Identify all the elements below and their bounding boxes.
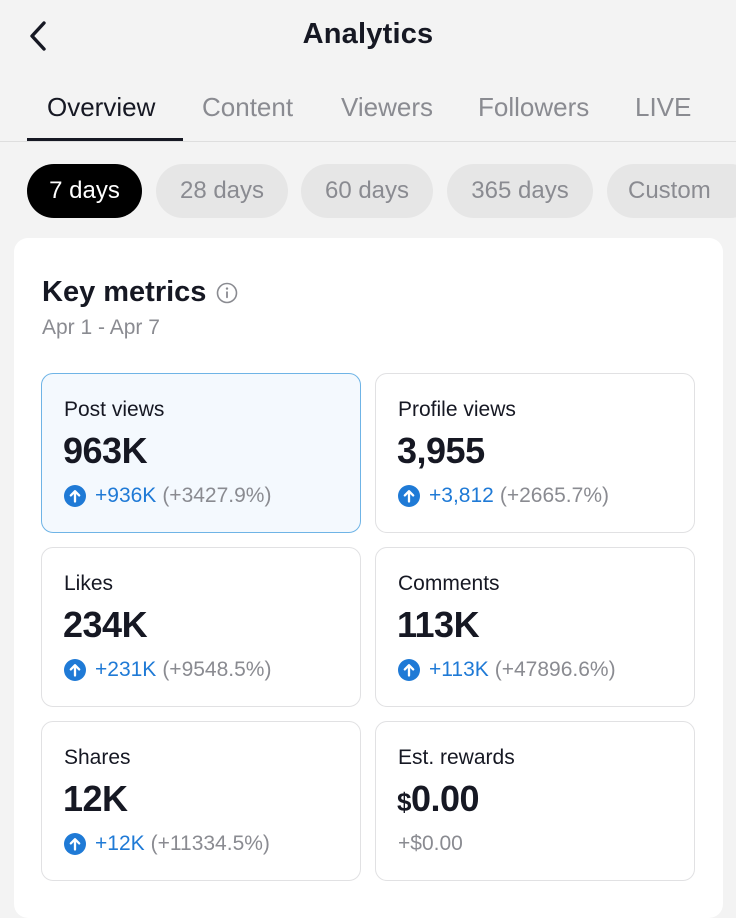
- info-icon[interactable]: [216, 282, 238, 304]
- active-tab-indicator: [27, 138, 183, 141]
- key-metrics-heading: Key metrics: [42, 276, 238, 309]
- metric-label: Est. rewards: [398, 746, 515, 769]
- metric-change: +$0.00: [398, 832, 463, 855]
- date-range: Apr 1 - Apr 7: [42, 316, 160, 339]
- metric-delta: +936K: [95, 484, 157, 507]
- metric-change: +3,812 (+2665.7%): [398, 484, 609, 508]
- metric-percent: (+2665.7%): [499, 484, 609, 507]
- arrow-up-circle-icon: [398, 485, 420, 507]
- metric-change: +12K (+11334.5%): [64, 832, 270, 856]
- page-title: Analytics: [302, 18, 434, 50]
- arrow-up-circle-icon: [64, 485, 86, 507]
- arrow-up-circle-icon: [64, 833, 86, 855]
- key-metrics-title: Key metrics: [42, 276, 207, 308]
- metric-change: +231K (+9548.5%): [64, 658, 271, 682]
- period-chip-365-days[interactable]: 365 days: [447, 164, 593, 218]
- metric-label: Shares: [64, 746, 131, 769]
- metric-delta: +3,812: [429, 484, 494, 507]
- tab-viewers[interactable]: Viewers: [341, 92, 434, 122]
- metric-card-comments[interactable]: Comments 113K +113K (+47896.6%): [375, 547, 695, 707]
- period-filter: 7 days 28 days 60 days 365 days Custom: [0, 162, 736, 220]
- metric-percent: (+3427.9%): [162, 484, 272, 507]
- metric-value-amount: 0.00: [410, 778, 480, 819]
- metric-label: Profile views: [398, 398, 516, 421]
- currency-symbol: $: [397, 787, 411, 817]
- metric-label: Post views: [64, 398, 165, 421]
- metric-percent: (+9548.5%): [162, 658, 272, 681]
- key-metrics-card: Key metrics Apr 1 - Apr 7 Post views 963…: [14, 238, 723, 918]
- tab-content[interactable]: Content: [202, 92, 294, 122]
- tab-bar: Overview Content Viewers Followers LIVE: [0, 84, 736, 142]
- top-bar: Analytics: [0, 0, 736, 72]
- metric-label: Likes: [64, 572, 114, 595]
- metric-card-shares[interactable]: Shares 12K +12K (+11334.5%): [41, 721, 361, 881]
- back-button[interactable]: [22, 18, 54, 54]
- period-chip-28-days[interactable]: 28 days: [156, 164, 288, 218]
- metric-card-profile-views[interactable]: Profile views 3,955 +3,812 (+2665.7%): [375, 373, 695, 533]
- metric-card-likes[interactable]: Likes 234K +231K (+9548.5%): [41, 547, 361, 707]
- arrow-up-circle-icon: [398, 659, 420, 681]
- metric-delta: +113K: [429, 658, 489, 681]
- metric-value: 113K: [397, 604, 480, 645]
- period-chip-custom[interactable]: Custom: [607, 164, 736, 218]
- metric-delta: +12K: [95, 832, 145, 855]
- metric-value: 234K: [63, 604, 148, 645]
- metric-card-est-rewards[interactable]: Est. rewards $0.00 +$0.00: [375, 721, 695, 881]
- metric-label: Comments: [398, 572, 500, 595]
- metric-value: 12K: [63, 778, 128, 819]
- back-icon: [30, 21, 46, 51]
- tab-live[interactable]: LIVE: [635, 92, 692, 122]
- metric-card-post-views[interactable]: Post views 963K +936K (+3427.9%): [41, 373, 361, 533]
- metric-percent: (+11334.5%): [150, 832, 270, 855]
- tab-followers[interactable]: Followers: [478, 92, 590, 122]
- metric-value: $0.00: [397, 778, 480, 820]
- metric-change: +113K (+47896.6%): [398, 658, 616, 682]
- period-chip-60-days[interactable]: 60 days: [301, 164, 433, 218]
- metric-change: +936K (+3427.9%): [64, 484, 271, 508]
- metric-delta: +231K: [95, 658, 157, 681]
- arrow-up-circle-icon: [64, 659, 86, 681]
- metric-value: 3,955: [397, 430, 485, 471]
- tab-overview[interactable]: Overview: [47, 92, 156, 122]
- metric-percent: (+47896.6%): [494, 658, 616, 681]
- period-chip-7-days[interactable]: 7 days: [27, 164, 142, 218]
- metric-value: 963K: [63, 430, 148, 471]
